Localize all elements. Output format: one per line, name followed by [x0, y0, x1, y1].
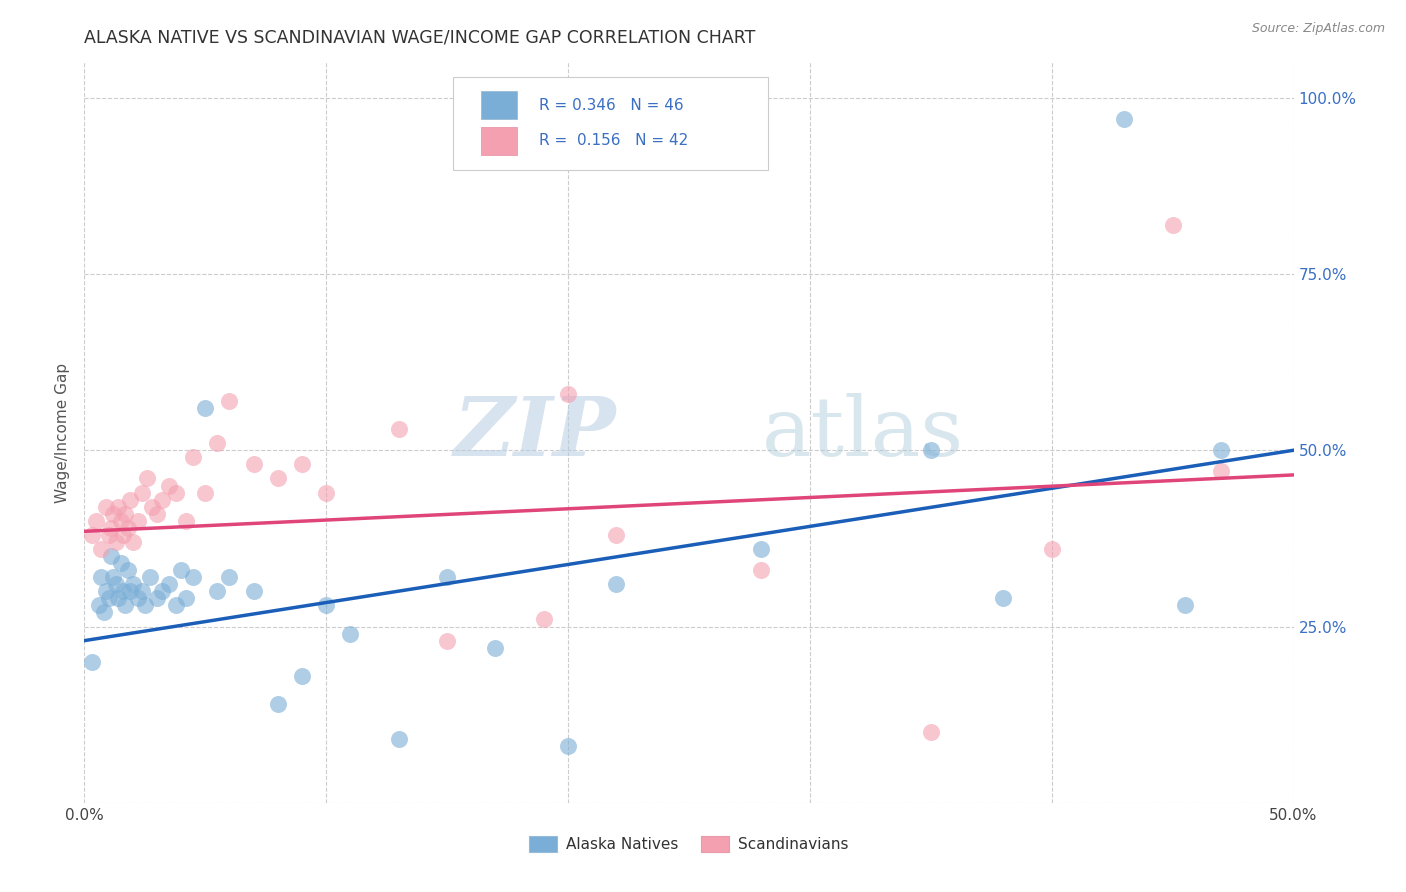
Point [242, 584, 264, 599]
Point [315, 599, 337, 613]
Text: ALASKA NATIVE VS SCANDINAVIAN WAGE/INCOME GAP CORRELATION CHART: ALASKA NATIVE VS SCANDINAVIAN WAGE/INCOM… [84, 29, 756, 47]
Point [80, 528, 103, 542]
Point [100, 521, 122, 535]
Point [114, 507, 136, 521]
Point [134, 599, 156, 613]
Point [157, 577, 180, 591]
Point [80, 655, 103, 669]
Point [157, 478, 180, 492]
Point [150, 584, 173, 599]
Point [218, 570, 240, 584]
Point [165, 599, 187, 613]
FancyBboxPatch shape [453, 78, 768, 169]
Point [120, 492, 142, 507]
Point [127, 514, 149, 528]
Bar [481, 91, 517, 120]
Point [207, 436, 229, 450]
Point [388, 732, 411, 747]
Point [557, 739, 579, 754]
Point [751, 541, 773, 556]
Bar [481, 127, 517, 155]
Text: Source: ZipAtlas.com: Source: ZipAtlas.com [1251, 22, 1385, 36]
Point [112, 584, 135, 599]
Point [90, 570, 112, 584]
Point [207, 584, 229, 599]
Point [107, 591, 129, 606]
Point [97, 528, 120, 542]
Point [86, 514, 108, 528]
Point [97, 591, 120, 606]
Point [920, 443, 942, 458]
Point [94, 584, 117, 599]
Point [291, 669, 314, 683]
Point [107, 500, 129, 514]
Point [533, 612, 555, 626]
Point [104, 535, 127, 549]
Point [150, 492, 173, 507]
Point [146, 591, 169, 606]
Point [267, 697, 290, 711]
Point [242, 458, 264, 472]
Point [112, 528, 135, 542]
Point [90, 541, 112, 556]
Point [484, 640, 506, 655]
Point [170, 563, 193, 577]
Point [146, 507, 169, 521]
Point [920, 725, 942, 739]
Point [127, 591, 149, 606]
Point [605, 577, 627, 591]
Point [103, 570, 125, 584]
Point [174, 514, 197, 528]
Point [94, 500, 117, 514]
Point [93, 606, 115, 620]
Legend: Alaska Natives, Scandinavians: Alaska Natives, Scandinavians [523, 830, 855, 858]
Point [339, 626, 361, 640]
Point [751, 563, 773, 577]
Point [557, 387, 579, 401]
Text: R =  0.156   N = 42: R = 0.156 N = 42 [538, 134, 689, 148]
Point [110, 514, 132, 528]
Point [121, 577, 143, 591]
Point [103, 507, 125, 521]
Point [138, 570, 160, 584]
Point [87, 599, 110, 613]
Point [436, 633, 458, 648]
Text: atlas: atlas [762, 392, 963, 473]
Point [1114, 112, 1136, 126]
Point [1174, 599, 1197, 613]
Point [993, 591, 1015, 606]
Point [136, 471, 159, 485]
Point [131, 584, 153, 599]
Y-axis label: Wage/Income Gap: Wage/Income Gap [55, 362, 70, 503]
Point [117, 563, 139, 577]
Point [174, 591, 197, 606]
Point [436, 570, 458, 584]
Point [1040, 541, 1063, 556]
Point [181, 450, 204, 465]
Point [388, 422, 411, 436]
Point [104, 577, 127, 591]
Point [605, 528, 627, 542]
Point [218, 393, 240, 408]
Point [1209, 443, 1232, 458]
Point [141, 500, 163, 514]
Point [131, 485, 153, 500]
Point [267, 471, 290, 485]
Text: R = 0.346   N = 46: R = 0.346 N = 46 [538, 98, 683, 113]
Point [315, 485, 337, 500]
Point [100, 549, 122, 563]
Point [165, 485, 187, 500]
Point [114, 599, 136, 613]
Point [194, 485, 217, 500]
Point [291, 458, 314, 472]
Point [110, 556, 132, 570]
Point [1209, 464, 1232, 478]
Point [120, 584, 142, 599]
Point [181, 570, 204, 584]
Point [194, 401, 217, 415]
Text: ZIP: ZIP [454, 392, 616, 473]
Point [121, 535, 143, 549]
Point [117, 521, 139, 535]
Point [1161, 218, 1184, 232]
